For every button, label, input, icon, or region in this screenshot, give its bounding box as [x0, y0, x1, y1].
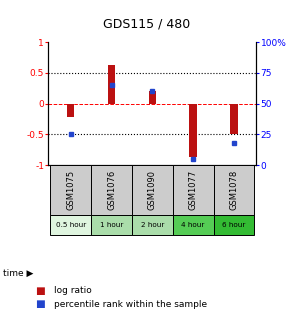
FancyBboxPatch shape — [214, 215, 254, 235]
Text: GSM1076: GSM1076 — [107, 170, 116, 210]
Bar — [190, 104, 197, 157]
FancyBboxPatch shape — [173, 165, 214, 215]
Text: 4 hour: 4 hour — [181, 222, 205, 228]
Text: GSM1078: GSM1078 — [229, 170, 239, 210]
Text: 6 hour: 6 hour — [222, 222, 246, 228]
Text: 2 hour: 2 hour — [141, 222, 164, 228]
Text: percentile rank within the sample: percentile rank within the sample — [54, 300, 207, 308]
Text: GSM1077: GSM1077 — [189, 170, 198, 210]
FancyBboxPatch shape — [50, 165, 91, 215]
Text: time ▶: time ▶ — [3, 269, 33, 278]
Text: ■: ■ — [35, 286, 45, 296]
Text: log ratio: log ratio — [54, 286, 92, 295]
FancyBboxPatch shape — [214, 165, 254, 215]
FancyBboxPatch shape — [132, 165, 173, 215]
Text: 0.5 hour: 0.5 hour — [56, 222, 86, 228]
Bar — [67, 104, 74, 117]
Text: GSM1075: GSM1075 — [66, 170, 75, 210]
FancyBboxPatch shape — [91, 215, 132, 235]
Text: ■: ■ — [35, 299, 45, 309]
FancyBboxPatch shape — [132, 215, 173, 235]
FancyBboxPatch shape — [91, 165, 132, 215]
Text: GSM1090: GSM1090 — [148, 170, 157, 210]
Bar — [149, 91, 156, 104]
Bar — [108, 65, 115, 104]
Text: GDS115 / 480: GDS115 / 480 — [103, 17, 190, 30]
Text: 1 hour: 1 hour — [100, 222, 123, 228]
Bar — [230, 104, 238, 134]
FancyBboxPatch shape — [50, 215, 91, 235]
FancyBboxPatch shape — [173, 215, 214, 235]
